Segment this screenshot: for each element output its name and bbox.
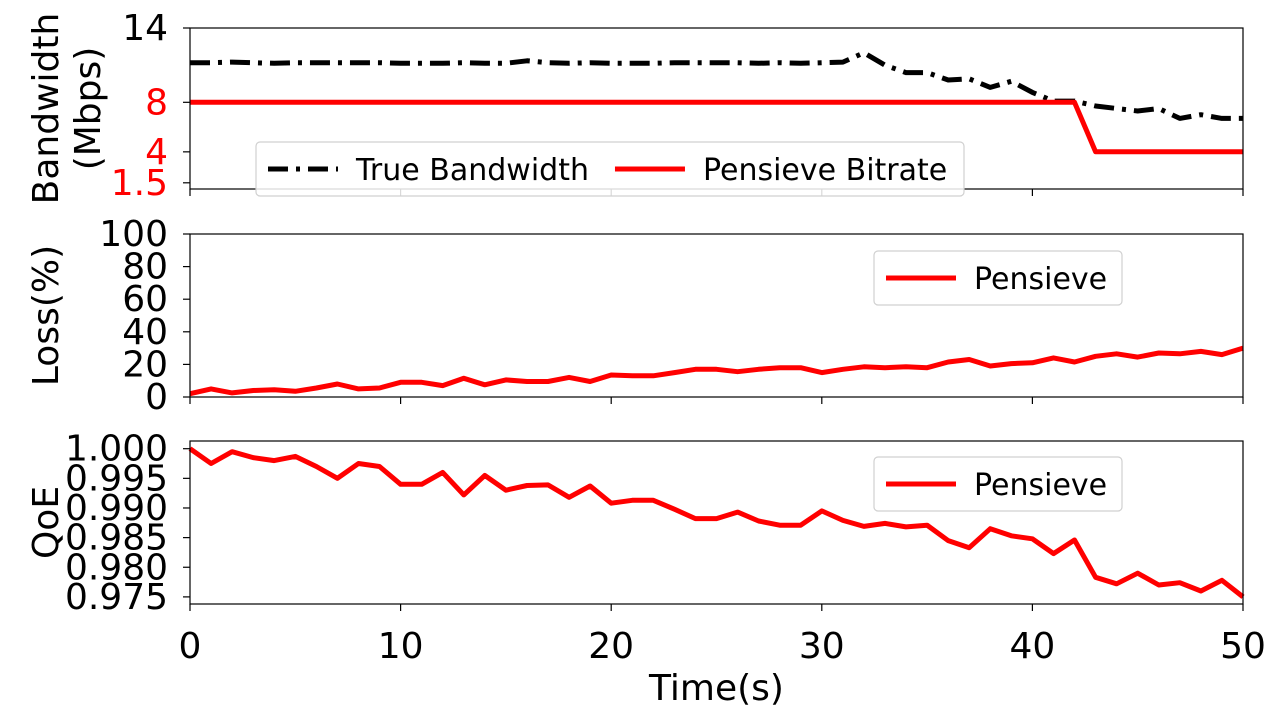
legend-box — [873, 250, 1123, 306]
legend: Pensieve — [873, 250, 1123, 306]
legend-label-1: Pensieve — [974, 468, 1107, 503]
legend-box — [255, 141, 965, 197]
y-tick-label: 0.975 — [65, 577, 168, 618]
x-tick-label: 0 — [179, 626, 202, 667]
legend-label-1: True Bandwidth — [355, 153, 589, 188]
legend: Pensieve — [873, 456, 1123, 512]
series-line-1-1 — [190, 50, 1243, 121]
y-tick-label: 8 — [145, 82, 168, 123]
x-tick-label: 10 — [378, 626, 424, 667]
y-tick-label: 0 — [145, 377, 168, 418]
plot-frame — [189, 233, 1244, 398]
y-axis-label: Bandwidth — [26, 13, 67, 205]
y-tick-label: 20 — [122, 344, 168, 385]
chart-panel-1: 1.54 8 14 Bandwidth (Mbps) True Bandwidth Pens… — [26, 8, 1244, 205]
x-axis-label: Time(s) — [648, 668, 784, 709]
y-tick-label: 60 — [122, 279, 168, 320]
y-tick-label: 1.5 — [111, 163, 168, 204]
y-tick-label: 100 — [99, 214, 168, 255]
series-line-3-1 — [188, 446, 1245, 599]
plot-frame — [189, 440, 1244, 605]
y-tick-label: 14 — [122, 8, 168, 49]
series-line-1-2 — [190, 99, 1243, 155]
y-tick-label: 0.980 — [65, 547, 168, 588]
legend-label-2: Pensieve Bitrate — [703, 153, 947, 188]
series-line-2-1 — [189, 345, 1244, 397]
y-tick-label: 80 — [122, 247, 168, 288]
y-tick-label: 40 — [122, 312, 168, 353]
legend-label-1: Pensieve — [974, 262, 1107, 297]
y-tick-label: 4 — [145, 132, 168, 173]
x-tick-label: 30 — [799, 626, 845, 667]
legend: True Bandwidth Pensieve Bitrate — [255, 141, 965, 197]
y-tick-label: 0.985 — [65, 518, 168, 559]
x-tick-label: 40 — [1009, 626, 1055, 667]
x-tick-label: 50 — [1220, 626, 1266, 667]
y-axis-label: Loss(%) — [26, 245, 67, 386]
legend-box — [873, 456, 1123, 512]
y-tick-label: 1.000 — [65, 429, 168, 470]
y-tick-label: 0.995 — [65, 458, 168, 499]
y-axis-label-units: (Mbps) — [68, 47, 109, 171]
y-axis-label: QoE — [26, 486, 67, 559]
x-tick-label: 20 — [588, 626, 634, 667]
y-tick-label: 0.990 — [65, 488, 168, 529]
